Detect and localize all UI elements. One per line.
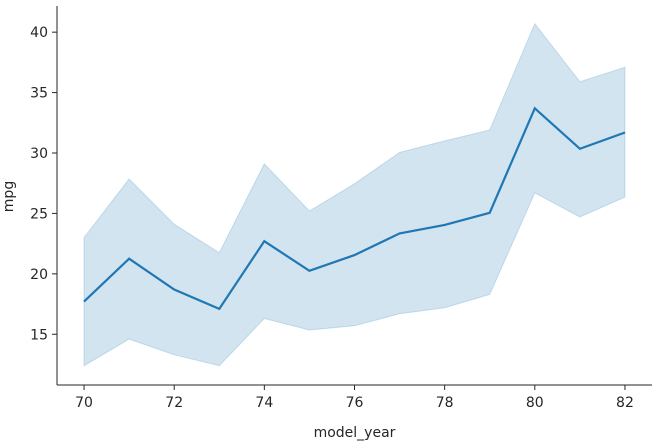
y-tick-label: 25 [30,206,48,222]
series-line-mpg [83,106,626,311]
y-tick-label: 15 [30,327,48,343]
plot-area [83,22,626,367]
y-tick-label: 30 [30,146,48,162]
y-tick-label: 20 [30,267,48,283]
x-tick-label: 78 [436,395,454,411]
x-tick-label: 76 [346,395,364,411]
confidence-band [83,22,626,367]
y-axis-ticks: 15 20 25 30 35 40 [30,25,57,343]
y-tick-label: 40 [30,25,48,41]
x-tick-label: 74 [255,395,273,411]
y-axis-label: mpg [1,181,17,212]
x-tick-label: 82 [616,395,634,411]
y-tick-label: 35 [30,86,48,102]
x-axis-label: model_year [314,425,396,441]
x-axis-ticks: 70 72 74 76 78 80 82 [75,385,634,411]
x-tick-label: 80 [526,395,544,411]
x-tick-label: 72 [165,395,183,411]
x-tick-label: 70 [75,395,93,411]
